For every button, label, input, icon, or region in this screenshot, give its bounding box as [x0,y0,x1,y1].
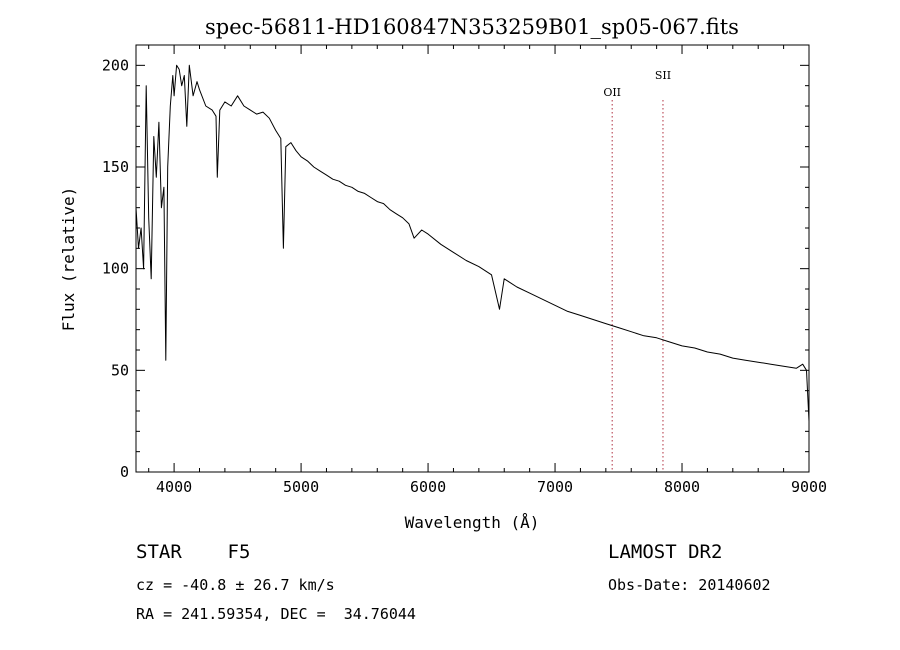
axis-ticks: 4000 5000 6000 7000 8000 9000 0 50 100 150 200 [102,45,827,496]
y-tick-label: 150 [102,158,129,176]
spectrum-line [135,64,810,422]
x-tick-label: 8000 [664,478,700,496]
y-tick-label: 200 [102,56,129,74]
line-marker-label: OII [603,86,621,99]
y-tick-label: 100 [102,260,129,278]
x-tick-label: 7000 [537,478,573,496]
redshift-info: cz = -40.8 ± 26.7 km/s [136,576,335,594]
x-tick-label: 6000 [410,478,446,496]
object-class: STAR F5 [136,541,251,563]
x-tick-label: 5000 [283,478,319,496]
line-markers: OII SII [603,69,671,472]
line-marker-label: SII [655,69,671,82]
coordinates: RA = 241.59354, DEC = 34.76044 [136,605,416,623]
chart-title: spec-56811-HD160847N353259B01_sp05-067.f… [205,15,739,39]
obs-date: Obs-Date: 20140602 [608,576,771,594]
x-tick-label: 4000 [156,478,192,496]
plot-frame [135,44,810,473]
y-axis-label: Flux (relative) [59,187,78,332]
y-tick-label: 0 [120,463,129,481]
y-tick-label: 50 [111,361,129,379]
survey-name: LAMOST DR2 [608,541,723,563]
x-tick-label: 9000 [791,478,827,496]
x-axis-label: Wavelength (Å) [405,513,540,532]
